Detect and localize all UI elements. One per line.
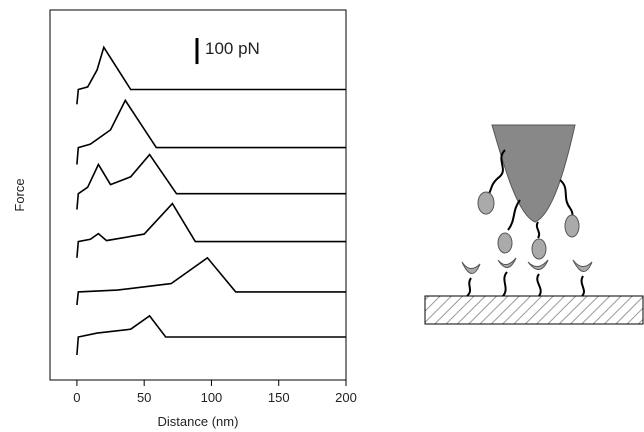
surface	[424, 295, 644, 325]
tether	[487, 149, 506, 196]
force-curve	[76, 256, 346, 306]
force-curve	[76, 153, 346, 210]
receptor	[572, 259, 593, 272]
x-tick-label: 50	[137, 390, 151, 405]
protein	[497, 232, 513, 254]
x-tick-label: 150	[268, 390, 290, 405]
protein	[477, 191, 495, 215]
x-tick-label: 100	[201, 390, 223, 405]
receptor	[497, 257, 517, 268]
tether	[466, 277, 472, 297]
x-axis-label: Distance (nm)	[158, 414, 239, 429]
x-tick-label: 0	[73, 390, 80, 405]
afm-diagram	[424, 124, 644, 325]
tether	[580, 275, 585, 297]
tether	[502, 271, 508, 297]
afm-tip	[491, 124, 576, 223]
protein	[564, 214, 580, 238]
scale-bar-label: 100 pN	[205, 39, 260, 58]
force-curve	[76, 98, 346, 165]
force-curve	[76, 45, 346, 105]
force-curve	[76, 314, 346, 356]
tether	[536, 273, 542, 297]
force-curve	[76, 202, 346, 258]
y-axis-label: Force	[12, 178, 27, 211]
protein	[531, 238, 547, 260]
receptor	[527, 259, 549, 270]
tether	[559, 179, 574, 221]
tether	[535, 221, 541, 239]
x-tick-label: 200	[335, 390, 357, 405]
receptor	[461, 261, 481, 274]
tether	[507, 199, 521, 231]
plot-frame	[49, 9, 347, 381]
